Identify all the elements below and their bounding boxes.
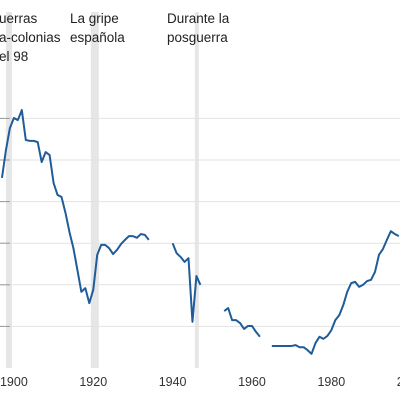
x-tick-label: 1960 xyxy=(238,375,266,389)
x-tick-label: 1980 xyxy=(317,375,345,389)
shaded-period xyxy=(90,12,99,368)
x-tick-label: 2000 xyxy=(397,375,400,389)
annotation: La gripe xyxy=(70,11,119,26)
shaded-period xyxy=(194,12,199,368)
annotation: Durante la xyxy=(167,11,230,26)
x-tick-label: 1920 xyxy=(79,375,107,389)
x-tick-label: 1940 xyxy=(159,375,187,389)
annotation: española xyxy=(70,30,125,45)
shaded-period xyxy=(5,12,12,368)
annotation: posguerra xyxy=(167,30,228,45)
data-line xyxy=(0,109,150,305)
annotation: a-colonias xyxy=(0,30,61,45)
data-line xyxy=(171,242,202,323)
annotation: uerras xyxy=(0,11,38,26)
x-tick-label: 1900 xyxy=(0,375,28,389)
data-line xyxy=(271,230,400,355)
data-line xyxy=(223,307,261,338)
annotation: el 98 xyxy=(0,49,28,64)
